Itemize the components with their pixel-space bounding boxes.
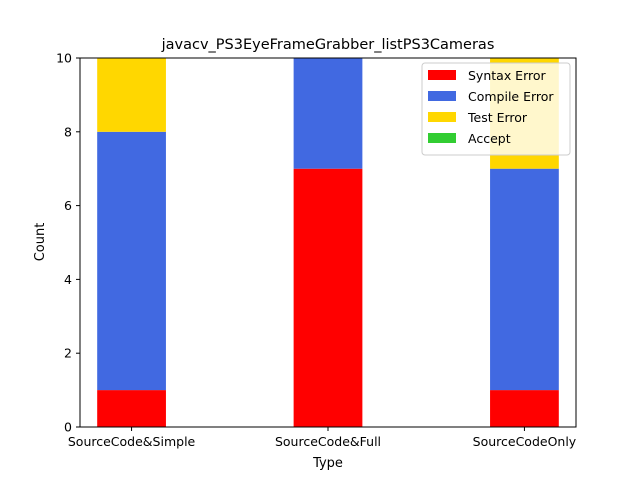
y-axis-label: Count xyxy=(33,223,48,262)
x-tick-label: SourceCode&Simple xyxy=(68,434,196,449)
legend-label: Test Error xyxy=(467,110,528,125)
axes-layer: 0 2 4 6 8 10 SourceCode&Simple SourceCode&Full S… xyxy=(56,51,577,450)
y-tick-label: 0 xyxy=(64,420,72,435)
bar-syntax-error-1 xyxy=(293,168,363,427)
legend-swatch-test-error xyxy=(428,112,456,122)
y-tick-label: 8 xyxy=(64,124,72,139)
bar-test-error-0 xyxy=(97,58,166,132)
x-axis-label: Type xyxy=(312,456,343,471)
bar-compile-error-0 xyxy=(97,131,166,391)
legend-label: Compile Error xyxy=(468,89,554,104)
legend: Syntax Error Compile Error Test Error Accep… xyxy=(421,62,571,156)
legend-swatch-syntax-error xyxy=(428,70,456,80)
y-tick-label: 6 xyxy=(64,198,72,213)
chart-title: javacv_PS3EyeFrameGrabber_listPS3Cameras xyxy=(161,37,495,53)
legend-box xyxy=(421,62,571,156)
x-tick-label: SourceCode&Full xyxy=(275,434,381,449)
bar-compile-error-1 xyxy=(293,58,363,169)
legend-swatch-accept xyxy=(428,133,456,143)
y-tick-label: 10 xyxy=(56,51,72,66)
bar-compile-error-2 xyxy=(490,168,559,391)
y-tick-label: 2 xyxy=(64,346,72,361)
y-tick-label: 4 xyxy=(64,272,72,287)
bar-syntax-error-0 xyxy=(97,390,166,427)
legend-label: Syntax Error xyxy=(468,68,547,83)
x-tick-label: SourceCodeOnly xyxy=(473,434,577,449)
bar-syntax-error-2 xyxy=(490,390,559,427)
legend-label: Accept xyxy=(468,131,511,146)
legend-swatch-compile-error xyxy=(428,91,456,101)
